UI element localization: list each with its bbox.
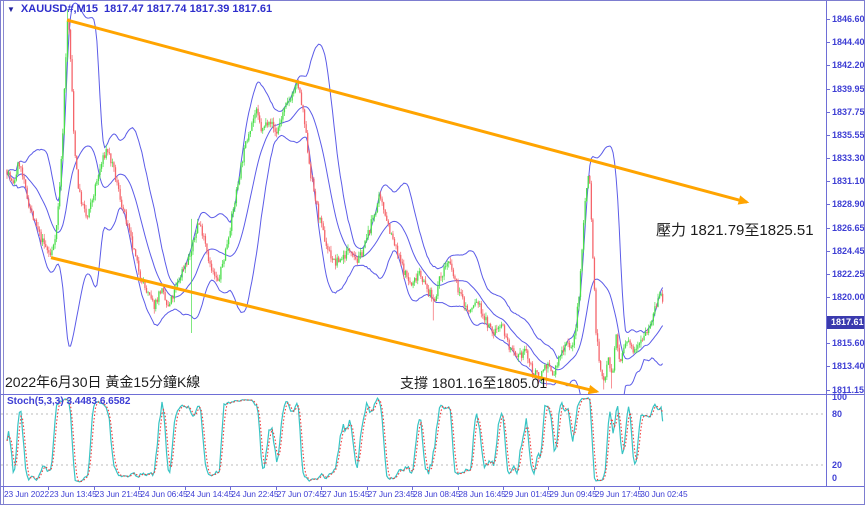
price-tick (826, 111, 830, 113)
bollinger-middle-band (6, 106, 664, 371)
symbol-label: XAUUSD#,M15 (20, 3, 98, 15)
time-tick-label: 29 Jun 01:45 (503, 489, 552, 499)
price-tick (826, 65, 830, 67)
time-tick-label: 23 Jun 13:45 (49, 489, 97, 499)
time-tick-label: 27 Jun 23:45 (367, 489, 415, 499)
stoch-axis-label: 100 (832, 392, 848, 402)
time-tick-label: 28 Jun 16:45 (458, 489, 506, 499)
time-tick (457, 486, 459, 490)
time-tick-label: 30 Jun 02:45 (640, 489, 688, 499)
price-tick (826, 204, 830, 206)
ohlc-values: 1817.47 1817.74 1817.39 1817.61 (103, 3, 273, 15)
stoch-main-line (6, 397, 664, 483)
price-tick (826, 250, 830, 252)
price-tick (826, 343, 830, 345)
time-tick (93, 486, 95, 490)
time-tick (275, 486, 277, 490)
stoch-axis-label: 20 (832, 460, 843, 470)
time-tick-label: 27 Jun 15:45 (322, 489, 370, 499)
time-tick (48, 486, 50, 490)
price-tick (826, 181, 830, 183)
stochastic-label: Stoch(5,3,3) 3.4483 6.6582 (7, 396, 131, 407)
price-tick (826, 19, 830, 20)
price-tick-label: 1824.45 (832, 245, 865, 256)
time-tick-label: 29 Jun 09:45 (549, 489, 597, 499)
price-tick-label: 1839.95 (832, 83, 865, 94)
chart-caption: 2022年6月30日 黃金15分鐘K線 (5, 374, 201, 390)
price-tick-label: 1844.40 (832, 37, 865, 48)
price-tick-label: 1828.90 (832, 199, 865, 210)
time-axis[interactable]: 23 Jun 2022 23 Jun 13:45 23 Jun 21:45 24 Ju… (1, 487, 864, 504)
price-tick-label: 1811.15 (832, 385, 865, 396)
price-tick-label: 1842.20 (832, 60, 865, 71)
time-tick (230, 486, 232, 490)
time-tick (412, 486, 414, 490)
price-tick-label: 1833.30 (832, 153, 865, 164)
price-tick (826, 158, 830, 160)
chart-stoch-separator[interactable] (1, 394, 864, 395)
stochastic-indicator-chart[interactable] (1, 395, 826, 486)
resistance-annotation: 壓力 1821.79至1825.51 (656, 222, 814, 239)
time-tick (3, 486, 4, 490)
price-tick (826, 366, 830, 368)
stoch-timeaxis-separator (1, 486, 864, 487)
time-tick (548, 486, 550, 490)
time-tick-label: 28 Jun 08:45 (413, 489, 461, 499)
price-tick (826, 297, 830, 299)
time-tick-label: 24 Jun 06:45 (140, 489, 188, 499)
time-tick (184, 486, 186, 490)
price-tick (826, 42, 830, 44)
support-annotation: 支撐 1801.16至1805.01 (400, 375, 548, 391)
candlestick-chart[interactable] (1, 1, 826, 394)
chart-plot-area[interactable] (6, 2, 664, 394)
time-tick-label: 27 Jun 07:45 (276, 489, 324, 499)
price-tick-label: 1826.65 (832, 222, 865, 233)
price-tick (826, 134, 830, 136)
lower-channel-support[interactable] (50, 256, 600, 394)
upper-channel-resistance[interactable] (66, 18, 750, 205)
time-tick (139, 486, 141, 490)
price-tick-label: 1831.10 (832, 176, 865, 187)
time-tick (639, 486, 641, 490)
price-tick (826, 273, 830, 275)
time-tick (593, 486, 595, 490)
bollinger-upper-band (6, 2, 664, 359)
price-axis[interactable]: 1846.60 1844.40 1842.20 1839.95 1837.75 1835.… (826, 1, 865, 487)
price-tick (826, 88, 830, 90)
current-price-tag: 1817.61 (827, 315, 864, 329)
time-tick-label: 24 Jun 22:45 (231, 489, 279, 499)
price-tick-label: 1846.60 (832, 14, 865, 24)
time-tick (321, 486, 323, 490)
price-tick-label: 1813.40 (832, 361, 865, 372)
price-tick (826, 227, 830, 229)
stoch-signal-line (6, 397, 664, 482)
axis-separator (826, 1, 827, 487)
price-tick-label: 1822.25 (832, 268, 865, 279)
time-tick-label: 29 Jun 17:45 (594, 489, 643, 499)
price-tick (826, 390, 830, 392)
symbol-header: ▼ XAUUSD#,M15 1817.47 1817.74 1817.39 18… (7, 3, 272, 15)
price-tick-label: 1815.60 (832, 338, 865, 349)
price-tick-label: 1837.75 (832, 106, 865, 117)
bollinger-lower-band (6, 134, 664, 394)
time-tick-label: 23 Jun 21:45 (94, 489, 143, 499)
window-left-border (3, 1, 4, 504)
stoch-axis-label: 80 (832, 409, 843, 419)
collapse-triangle-icon[interactable]: ▼ (7, 4, 15, 14)
stoch-axis-label: 0 (832, 473, 838, 483)
price-tick-label: 1835.55 (832, 129, 865, 140)
price-tick-label: 1820.00 (832, 292, 865, 303)
time-tick-label: 23 Jun 2022 (4, 489, 50, 499)
time-tick (502, 486, 504, 490)
time-tick-label: 24 Jun 14:45 (185, 489, 234, 499)
time-tick (366, 486, 368, 490)
